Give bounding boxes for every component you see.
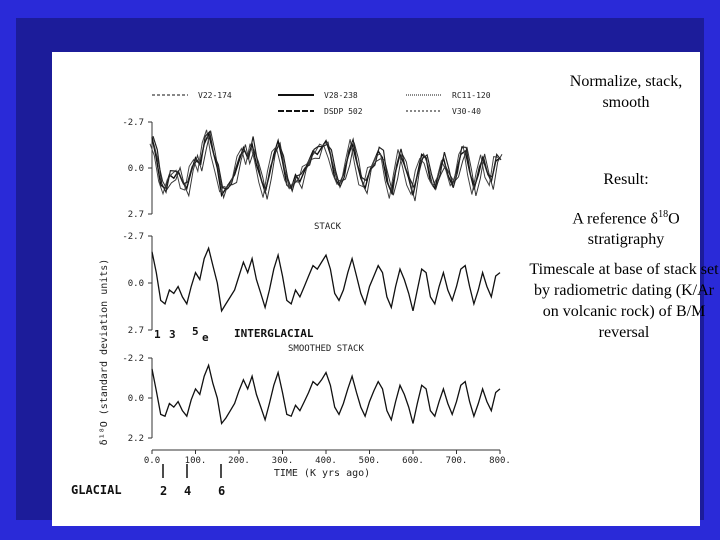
slide-panel: V22-174 V28-238 RC11-120 DSDP 502 V30-40 -2.… [52,52,719,526]
core-series-line [153,130,503,202]
result-label: Result: [603,171,649,188]
y-tick-label: 0.0 [128,164,144,174]
x-tick-label: 500. [359,456,381,466]
timescale-text: Timescale at base of stack set by radiom… [529,261,719,341]
legend-entry: RC11-120 [452,91,491,100]
glacial-stage-numbers: 2 4 6 [160,464,225,498]
plot-panels: -2.7 0.0 2.7 -2.7 0.0 2.7 -2.2 0.0 2.2 [122,118,503,444]
reference-suffix: O stratigraphy [587,210,680,249]
glacial-stage-number: 6 [218,484,225,498]
interglacial-annotation: INTERGLACIAL [234,327,314,340]
x-tick-label: 0.0 [144,456,160,466]
interglacial-stage-number: 1 [154,328,161,341]
reference-prefix: A reference δ [572,210,659,228]
y-tick-label: 2.7 [128,210,144,220]
legend-entry: V30-40 [452,107,481,116]
stack-figure: V22-174 V28-238 RC11-120 DSDP 502 V30-40 -2.… [71,91,511,498]
core-series-line [149,129,499,199]
y-tick-label: -2.7 [122,118,144,128]
legend-entry: DSDP 502 [324,107,363,116]
x-tick-label: 200. [228,456,250,466]
slide-title: Normalize, stack, smooth [569,73,683,111]
reference-text: A reference δ18O stratigraphy [546,204,706,250]
x-tick-label: 300. [272,456,294,466]
glacial-stage-number: 4 [184,484,191,498]
x-axis: 0.0 100. 200. 300. 400. 500. 600. 700. 800. TIME … [144,449,511,479]
x-tick-label: 800. [489,456,511,466]
legend-entry: V22-174 [198,91,232,100]
y-tick-label: 2.2 [128,434,144,444]
x-axis-title: TIME (K yrs ago) [274,468,370,479]
x-tick-label: 600. [402,456,424,466]
reference-sup: 18 [658,209,669,220]
stack-line [151,246,501,313]
slide-frame: V22-174 V28-238 RC11-120 DSDP 502 V30-40 -2.… [16,18,719,526]
y-tick-label: 0.0 [128,279,144,289]
x-tick-label: 700. [446,456,468,466]
y-tick-label: 2.7 [128,326,144,336]
glacial-annotation: GLACIAL [71,483,122,497]
panel-label-smoothed: SMOOTHED STACK [288,344,364,354]
core-series-line [152,130,502,195]
interglacial-stage-number: e [202,331,209,344]
y-tick-label: -2.2 [122,354,144,364]
glacial-stage-number: 2 [160,484,167,498]
interglacial-stage-number: 5 [192,325,199,338]
interglacial-stage-number: 3 [169,328,176,341]
y-tick-label: -2.7 [122,232,144,242]
panel-label-stack: STACK [314,222,342,232]
x-tick-label: 100. [185,456,207,466]
y-axis-label: δ¹⁸O (standard deviation units) [99,259,110,446]
legend-entry: V28-238 [324,91,358,100]
smoothed-stack-line [151,363,501,426]
y-tick-label: 0.0 [128,394,144,404]
x-tick-label: 400. [315,456,337,466]
figure-legend: V22-174 V28-238 RC11-120 DSDP 502 V30-40 [152,91,491,116]
